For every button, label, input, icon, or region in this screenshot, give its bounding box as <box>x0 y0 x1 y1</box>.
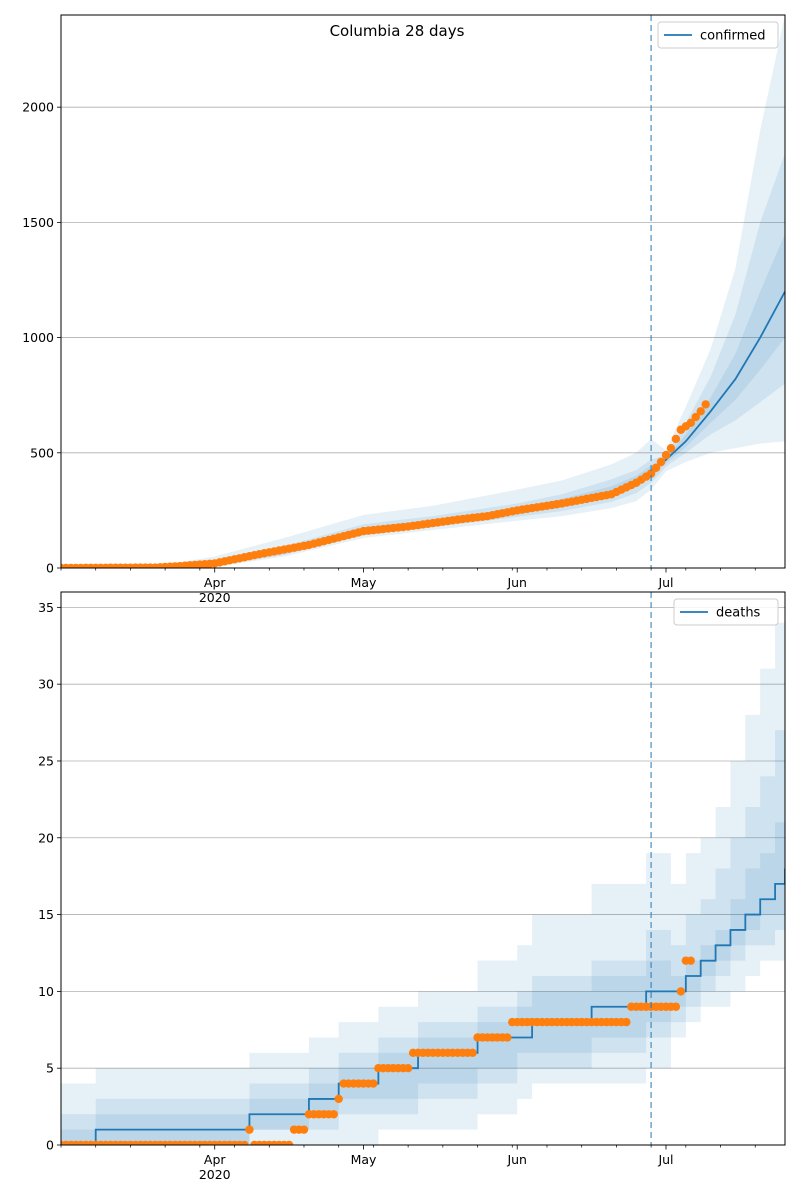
plot-area <box>61 592 785 1145</box>
observed-point <box>671 1002 681 1011</box>
x-tick-label: Jul <box>657 575 673 590</box>
x-tick-label: Jul <box>657 1152 673 1167</box>
y-tick-label: 1000 <box>22 330 54 345</box>
observed-point <box>622 1017 631 1027</box>
y-tick-label: 5 <box>46 1061 54 1076</box>
plot-area <box>61 15 785 568</box>
x-tick-label: Jun <box>506 575 527 590</box>
observed-point <box>651 463 661 472</box>
observed-point <box>403 1063 413 1073</box>
axes-frame <box>60 14 786 569</box>
legend-box <box>673 598 779 626</box>
legend-box <box>657 21 779 49</box>
y-tick-label: 35 <box>38 600 54 615</box>
observed-point <box>691 412 700 422</box>
observed-series <box>61 956 695 1145</box>
observed-point <box>676 987 686 996</box>
x-tick-label: Jun <box>506 1152 527 1167</box>
legend: confirmed <box>657 21 779 49</box>
observed-point <box>240 1140 249 1145</box>
y-tick-label: 2000 <box>22 100 54 115</box>
y-tick-label: 25 <box>38 753 54 768</box>
y-tick-label: 30 <box>38 677 54 692</box>
x-tick-label: Apr <box>204 1152 226 1167</box>
y-tick-label: 20 <box>38 830 54 845</box>
axes-frame <box>60 591 786 1146</box>
observed-point <box>696 407 705 416</box>
observed-point <box>245 1125 254 1134</box>
observed-point <box>503 1033 512 1042</box>
uncertainty-band-2 <box>61 684 785 1145</box>
x-tick-label: May <box>351 575 377 590</box>
observed-series <box>61 400 710 568</box>
observed-point <box>329 1110 338 1119</box>
observed-point <box>656 457 666 467</box>
observed-point <box>701 400 710 409</box>
observed-point <box>646 469 656 478</box>
legend-label: deaths <box>716 606 761 621</box>
observed-point <box>284 1140 294 1145</box>
x-tick-sublabel: 2020 <box>199 590 231 605</box>
y-tick-label: 10 <box>38 984 54 999</box>
x-tick-label: Apr <box>204 575 226 590</box>
observed-point <box>686 418 695 428</box>
uncertainty-band-3 <box>61 807 785 1145</box>
observed-point <box>369 1079 378 1088</box>
observed-point <box>666 443 676 453</box>
observed-point <box>468 1048 477 1058</box>
y-tick-label: 1500 <box>22 215 54 230</box>
x-tick-sublabel: 2020 <box>199 1167 231 1182</box>
observed-point <box>671 434 681 444</box>
uncertainty-band-1 <box>61 15 785 568</box>
model-line <box>61 868 785 1145</box>
y-tick-label: 500 <box>30 445 54 460</box>
observed-point <box>661 450 671 460</box>
y-tick-label: 0 <box>46 1138 54 1153</box>
legend: deaths <box>673 598 779 626</box>
observed-point <box>334 1094 343 1104</box>
y-tick-label: 0 <box>46 561 54 576</box>
y-tick-label: 15 <box>38 907 54 922</box>
figure-title: Columbia 28 days <box>330 22 465 40</box>
observed-point <box>686 956 695 965</box>
uncertainty-band-2 <box>61 153 785 568</box>
legend-label: confirmed <box>700 29 766 44</box>
observed-point <box>299 1125 309 1134</box>
x-tick-label: May <box>351 1152 377 1167</box>
